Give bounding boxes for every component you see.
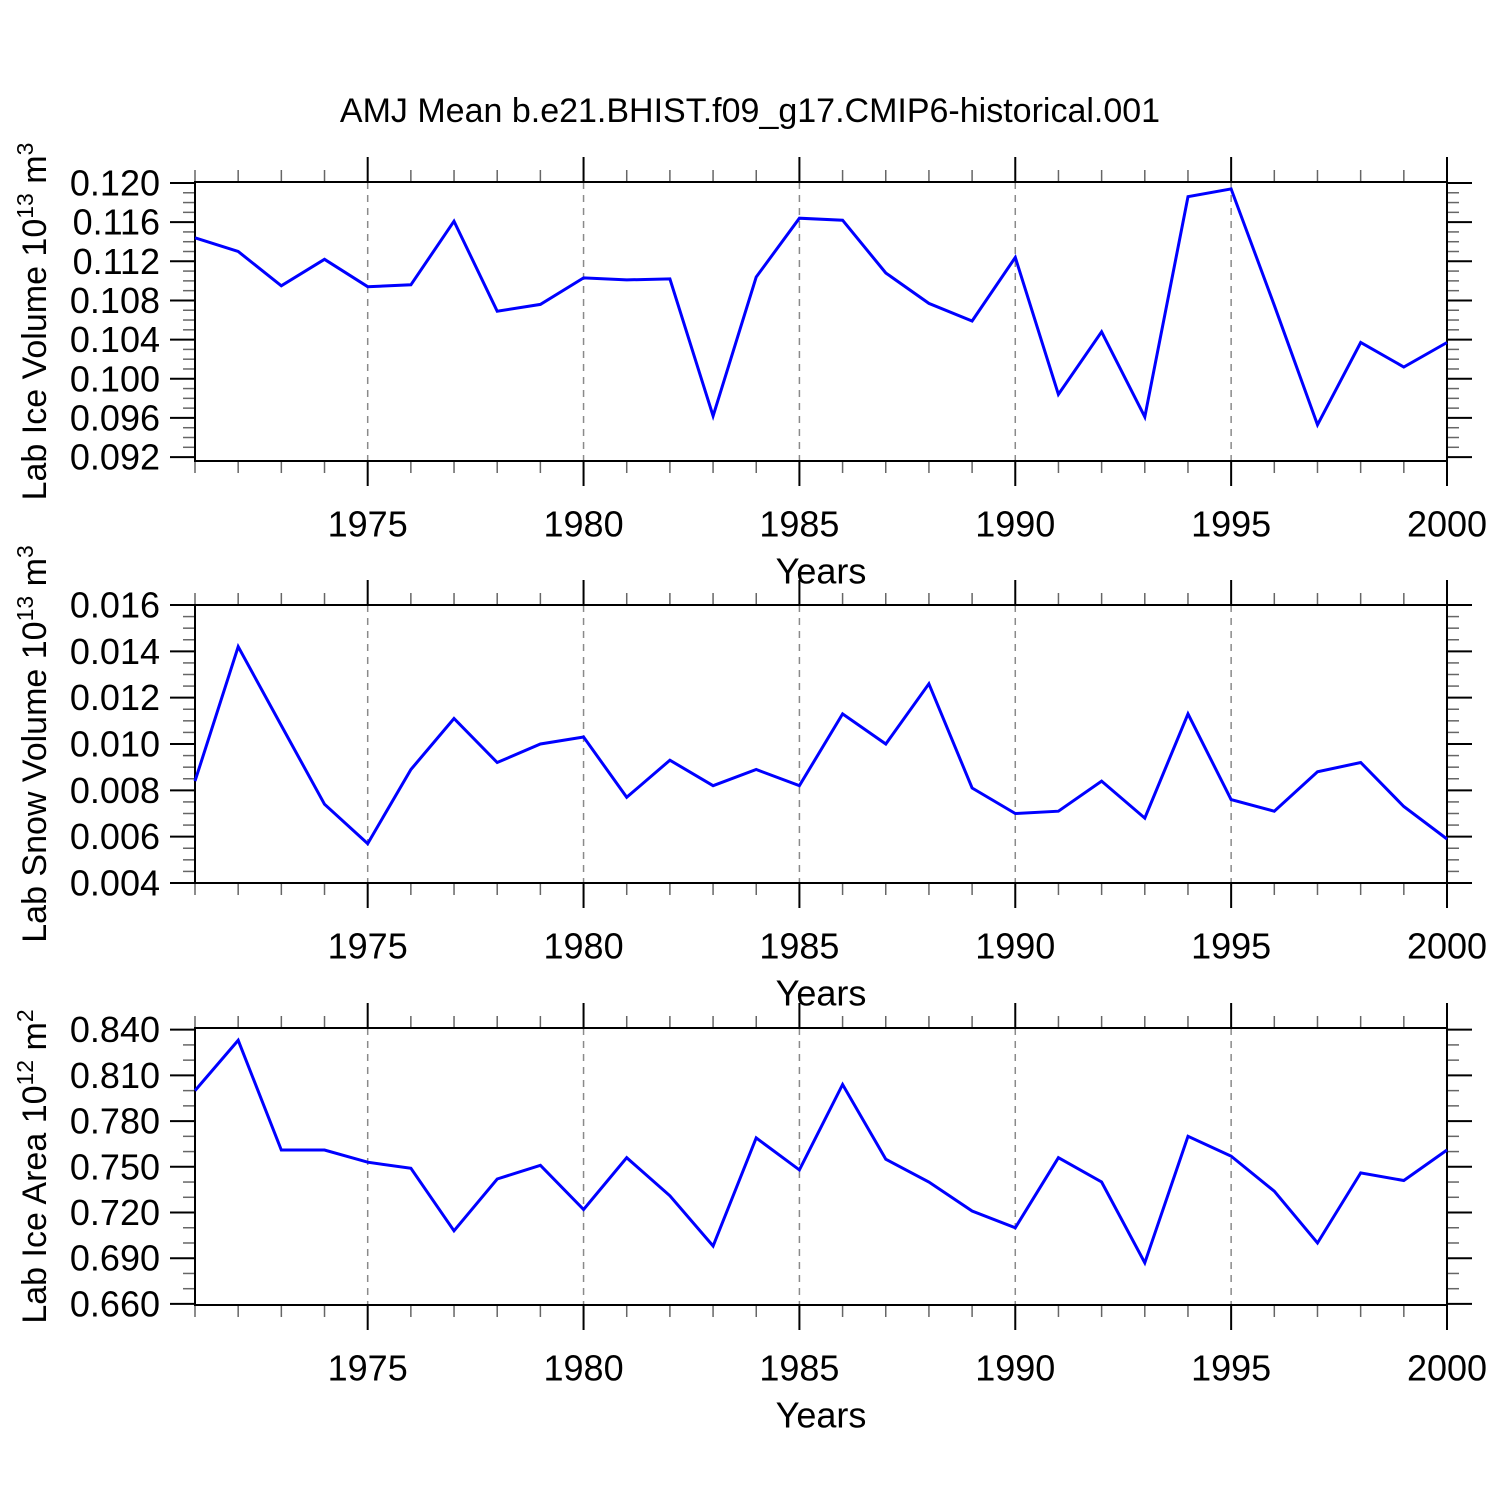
y-axis-title: Lab Snow Volume 1013 m3 [12,545,54,943]
x-tick-label: 1990 [975,504,1055,545]
y-axis-title-part: 12 [12,1060,38,1086]
y-tick-label: 0.720 [70,1192,160,1233]
y-axis-title-part: m [16,155,54,193]
x-tick-label: 1975 [328,504,408,545]
x-tick-label: 1995 [1191,1348,1271,1389]
y-tick-label: 0.012 [70,677,160,718]
y-axis-title-part: 3 [12,545,38,558]
axis-box [194,604,1448,884]
y-tick-label: 0.120 [70,162,160,203]
x-tick-label: 1980 [544,926,624,967]
x-tick-label: 1975 [328,1348,408,1389]
y-axis-title-part: 2 [12,1009,38,1022]
axis-box [194,1027,1448,1306]
y-axis-title-part: 3 [12,143,38,156]
y-axis-title: Lab Ice Area 1012 m2 [12,1009,54,1323]
y-tick-label: 0.112 [73,241,160,282]
x-axis-title: Years [776,551,867,592]
x-tick-label: 1990 [975,926,1055,967]
x-tick-label: 1985 [759,926,839,967]
x-tick-label: 1995 [1191,926,1271,967]
x-tick-label: 1980 [544,504,624,545]
x-axis-title: Years [776,1395,867,1436]
axis-box [194,181,1448,462]
series-line [194,187,1448,429]
x-tick-label: 1985 [759,504,839,545]
y-tick-label: 0.780 [70,1101,160,1142]
x-tick-label: 1995 [1191,504,1271,545]
y-tick-label: 0.690 [70,1238,160,1279]
y-tick-label: 0.840 [70,1009,160,1050]
y-tick-label: 0.810 [70,1055,160,1096]
x-tick-label: 1980 [544,1348,624,1389]
y-tick-label: 0.104 [70,319,160,360]
series-line [193,1037,1448,1267]
panel-2: 1975 1980 1985 1990 1995 2000 0.004 0.006 0.008 0… [12,545,1487,1013]
x-tick-label: 2000 [1407,504,1487,545]
y-tick-label: 0.116 [73,202,160,243]
y-tick-label: 0.108 [70,280,160,321]
y-tick-label: 0.010 [70,724,160,765]
y-tick-label: 0.092 [70,437,160,478]
y-tick-label: 0.096 [70,397,160,438]
y-axis-title-part: 13 [12,596,38,622]
y-tick-label: 0.016 [70,585,160,626]
series-line [193,642,1448,846]
y-tick-label: 0.006 [70,816,160,857]
y-tick-label: 0.750 [70,1146,160,1187]
y-axis-title-part: Lab Ice Volume 10 [16,219,54,501]
panel-1: 1975 1980 1985 1990 1995 20000.0920.0960.1000… [12,143,1487,592]
y-axis-title-part: m [16,1022,54,1060]
x-tick-label: 2000 [1407,926,1487,967]
y-tick-label: 0.008 [70,770,160,811]
y-tick-label: 0.100 [70,358,160,399]
panels-group: 1975 1980 1985 1990 1995 20000.0920.0960.1000… [12,143,1487,1436]
y-axis-title-part: Lab Snow Volume 10 [16,621,54,942]
x-tick-label: 1985 [759,1348,839,1389]
x-tick-label: 1990 [975,1348,1055,1389]
y-tick-label: 0.014 [70,631,160,672]
y-axis-title-part: m [16,558,54,596]
y-axis-title: Lab Ice Volume 1013 m3 [12,143,54,501]
figure-title: AMJ Mean b.e21.BHIST.f09_g17.CMIP6-histo… [340,92,1160,130]
y-axis-title-part: Lab Ice Area 10 [16,1085,54,1323]
x-axis-title: Years [776,973,867,1014]
y-axis-title-part: 13 [12,193,38,219]
y-tick-label: 0.004 [70,863,160,904]
y-tick-label: 0.660 [70,1283,160,1324]
x-tick-label: 2000 [1407,1348,1487,1389]
x-tick-label: 1975 [328,926,408,967]
